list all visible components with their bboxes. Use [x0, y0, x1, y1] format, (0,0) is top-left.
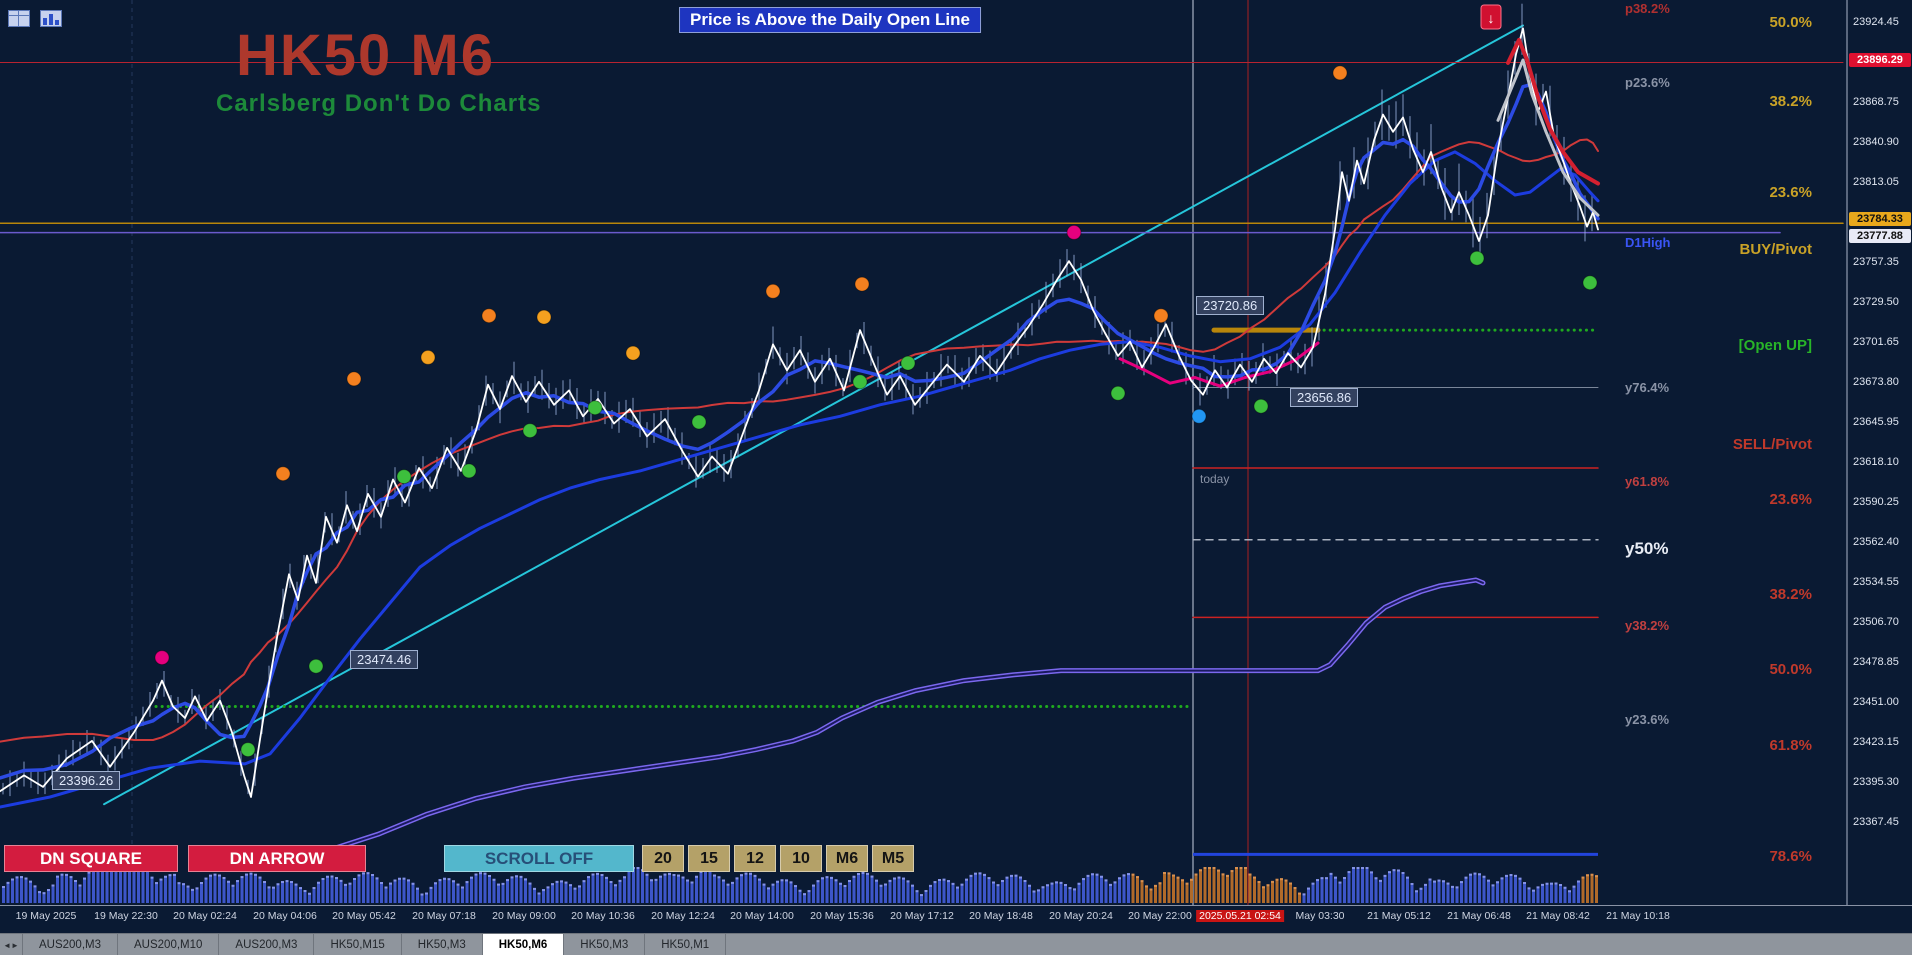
time-label: 20 May 14:00	[730, 910, 794, 922]
period-button-15[interactable]: 15	[688, 845, 730, 872]
time-label: 20 May 09:00	[492, 910, 556, 922]
tab-scroll-buttons[interactable]: ◄►	[0, 934, 23, 955]
chart-bars-icon[interactable]	[40, 10, 62, 27]
period-button-m6[interactable]: M6	[826, 845, 868, 872]
chart-tab-aus200-m10[interactable]: AUS200,M10	[118, 934, 220, 955]
time-label: 20 May 04:06	[253, 910, 317, 922]
chart-tab-hk50-m6[interactable]: HK50,M6	[482, 934, 565, 955]
chart-tab-hk50-m15[interactable]: HK50,M15	[314, 934, 402, 955]
time-label: 19 May 2025	[15, 910, 77, 922]
time-label: 21 May 06:48	[1447, 910, 1511, 922]
chart-tab-aus200-m3[interactable]: AUS200,M3	[219, 934, 315, 955]
time-label: 20 May 10:36	[571, 910, 635, 922]
dn-arrow-button[interactable]: DN ARROW	[188, 845, 366, 872]
period-button-20[interactable]: 20	[642, 845, 684, 872]
time-label: 20 May 20:24	[1049, 910, 1113, 922]
time-label: May 03:30	[1295, 910, 1345, 922]
chart-subtitle: Carlsberg Don't Do Charts	[216, 90, 542, 117]
time-label: 21 May 05:12	[1367, 910, 1431, 922]
window-toolbar	[8, 10, 62, 27]
dn-square-button[interactable]: DN SQUARE	[4, 845, 178, 872]
chart-canvas[interactable]: ↓	[0, 0, 1912, 930]
chart-tab-bar: ◄► AUS200,M3 AUS200,M10 AUS200,M3 HK50,M15 H…	[0, 933, 1912, 955]
scroll-off-button[interactable]: SCROLL OFF	[444, 845, 634, 872]
time-label-highlighted: 2025.05.21 02:54	[1196, 910, 1284, 922]
today-label: today	[1200, 472, 1230, 486]
time-label: 20 May 02:24	[173, 910, 237, 922]
time-label: 20 May 22:00	[1128, 910, 1192, 922]
period-button-10[interactable]: 10	[780, 845, 822, 872]
time-label: 21 May 08:42	[1526, 910, 1590, 922]
time-label: 20 May 12:24	[651, 910, 715, 922]
period-button-12[interactable]: 12	[734, 845, 776, 872]
time-label: 19 May 22:30	[94, 910, 158, 922]
chart-tab-hk50-m1[interactable]: HK50,M1	[645, 934, 727, 955]
chart-title: HK50 M6	[236, 23, 495, 88]
market-watch-icon[interactable]	[8, 10, 30, 27]
time-label: 20 May 07:18	[412, 910, 476, 922]
time-label: 20 May 05:42	[332, 910, 396, 922]
chart-tab-hk50-m3[interactable]: HK50,M3	[402, 934, 483, 955]
time-label: 20 May 18:48	[969, 910, 1033, 922]
period-button-m5[interactable]: M5	[872, 845, 914, 872]
chart-tab-aus200-m3[interactable]: AUS200,M3	[23, 934, 119, 955]
time-label: 20 May 15:36	[810, 910, 874, 922]
chart-tab-hk50-m3[interactable]: HK50,M3	[564, 934, 646, 955]
daily-open-banner: Price is Above the Daily Open Line	[679, 7, 981, 33]
time-label: 20 May 17:12	[890, 910, 954, 922]
time-label: 21 May 10:18	[1606, 910, 1670, 922]
time-axis: 19 May 2025 19 May 22:30 20 May 02:24 20 Ma…	[0, 908, 1912, 928]
svg-text:↓: ↓	[1488, 10, 1495, 26]
